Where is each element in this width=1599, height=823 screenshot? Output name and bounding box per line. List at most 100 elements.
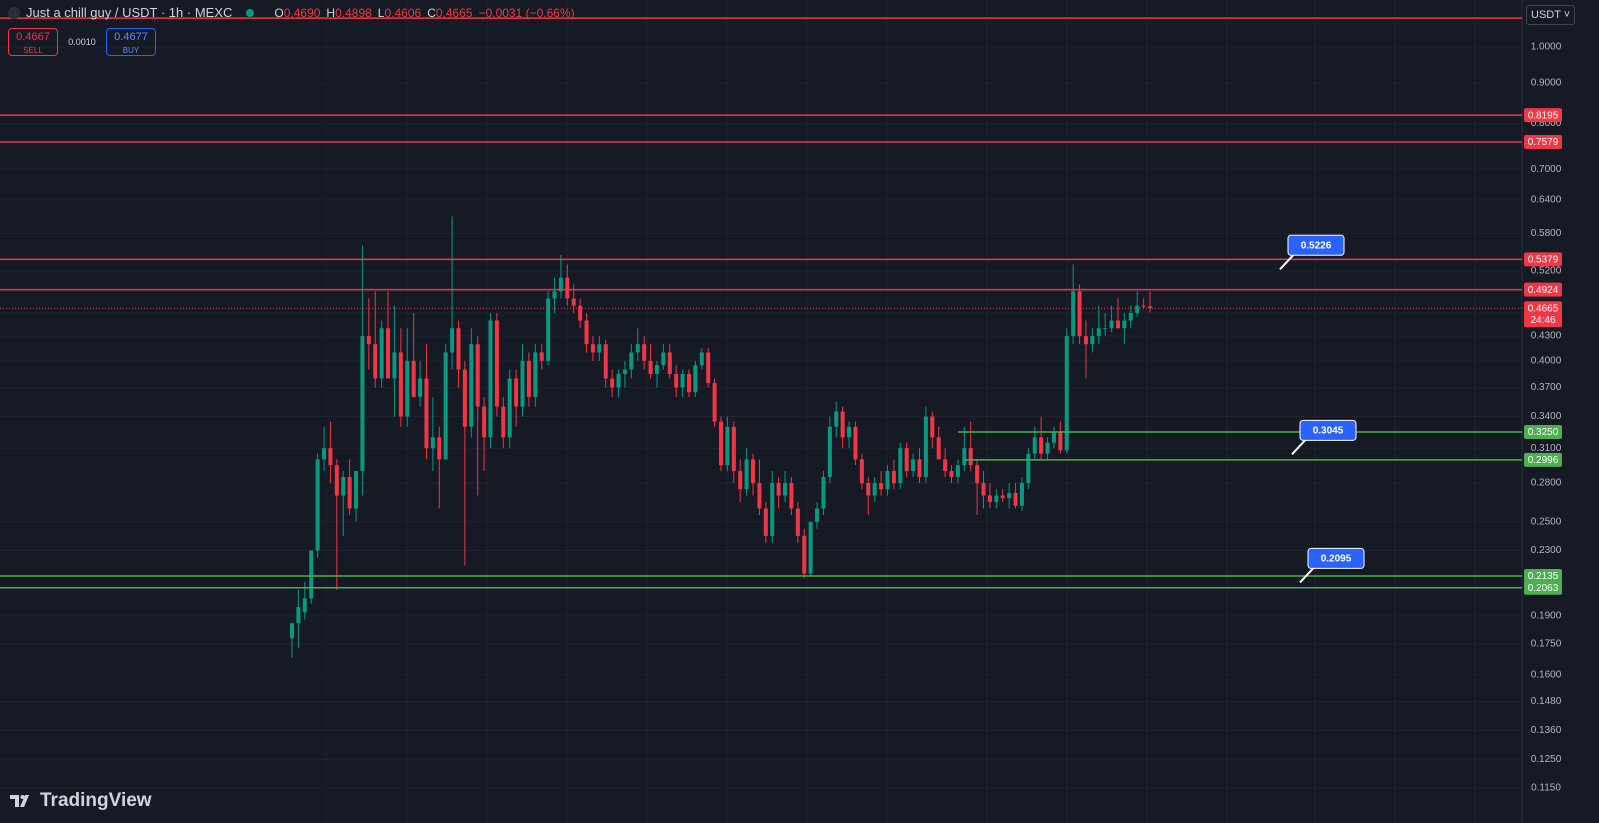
- candle-body: [309, 550, 314, 599]
- level-label-box: [1524, 580, 1562, 595]
- y-tick-label: 0.1750: [1531, 639, 1562, 650]
- candle-body: [450, 328, 455, 353]
- candle-body: [558, 277, 563, 292]
- callout-label: 0.5226: [1301, 240, 1332, 251]
- candle-body: [379, 328, 384, 379]
- candle-body: [584, 320, 589, 345]
- candle-body: [738, 471, 743, 490]
- currency-button[interactable]: USDT ˅: [1526, 5, 1576, 25]
- candle-body: [1026, 453, 1031, 484]
- candle-body: [1135, 305, 1140, 313]
- candle-body: [757, 483, 762, 509]
- level-label: 0.7579: [1528, 137, 1559, 148]
- candle-body: [302, 598, 307, 613]
- candle-body: [520, 360, 525, 407]
- logo: TradingView: [10, 790, 152, 812]
- candle-body: [943, 459, 948, 472]
- candle-body: [539, 352, 544, 361]
- y-tick-label: 0.2300: [1531, 545, 1562, 556]
- symbol[interactable]: Just a chill guy / USDT · 1h · MEXC: [26, 5, 233, 20]
- candle-body: [296, 606, 301, 624]
- candle-body: [1103, 328, 1108, 330]
- candle-body: [334, 465, 339, 496]
- y-tick-label: 0.9000: [1531, 78, 1562, 89]
- candle-body: [507, 378, 512, 438]
- callout-box: [1287, 234, 1345, 256]
- candle-body: [1077, 291, 1082, 337]
- candle-body: [603, 344, 608, 379]
- candle-body: [648, 360, 653, 374]
- candle-body: [834, 411, 839, 427]
- buy-price: 0.4677: [114, 31, 148, 43]
- candle-body: [686, 373, 691, 393]
- candle-body: [616, 373, 621, 388]
- currency: USDT: [1531, 9, 1561, 21]
- y-tick-label: 0.5800: [1531, 228, 1562, 239]
- candle-body: [514, 378, 519, 407]
- countdown: 24:46: [1530, 315, 1555, 326]
- y-tick-label: 0.1600: [1531, 669, 1562, 680]
- candle-body: [917, 459, 922, 477]
- candle-body: [1032, 437, 1037, 454]
- trade-panel: 0.4667 SELL 0.0010 0.4677 BUY: [8, 28, 156, 56]
- candle-body: [821, 476, 826, 509]
- candle-body: [667, 352, 672, 374]
- y-tick-label: 0.1250: [1531, 754, 1562, 765]
- candle-body: [725, 426, 730, 466]
- callout-box: [1307, 547, 1365, 569]
- legend-value: 0.4665: [435, 6, 473, 20]
- candle-body: [411, 360, 416, 397]
- candle-body: [859, 459, 864, 484]
- candle-body: [827, 426, 832, 477]
- candle-body: [731, 426, 736, 472]
- callout-label: 0.2095: [1321, 554, 1352, 565]
- buy-label: BUY: [122, 46, 140, 55]
- level-label-box: [1524, 425, 1562, 440]
- candle-body: [699, 352, 704, 366]
- candle-body: [763, 508, 768, 536]
- candle-body: [904, 448, 909, 472]
- candle-body: [930, 416, 935, 438]
- candle-body: [1083, 336, 1088, 345]
- candle-body: [770, 483, 775, 536]
- candle-body: [398, 352, 403, 417]
- legend-key: O: [274, 6, 284, 20]
- candle-body: [712, 382, 717, 422]
- candle-body: [847, 426, 852, 438]
- candle-body: [936, 437, 941, 460]
- y-tick-label: 0.5200: [1531, 266, 1562, 277]
- candle-body: [789, 483, 794, 509]
- candle-body: [629, 352, 634, 370]
- candle-body: [719, 421, 723, 466]
- sell-label: SELL: [23, 46, 43, 55]
- candle-body: [706, 352, 711, 383]
- candle-body: [526, 360, 531, 397]
- sell-button[interactable]: 0.4667 SELL: [8, 28, 58, 56]
- y-tick-label: 0.4300: [1531, 331, 1562, 342]
- buy-button[interactable]: 0.4677 BUY: [106, 28, 156, 56]
- logo-text: TradingView: [40, 790, 152, 811]
- candle-body: [1019, 483, 1024, 506]
- y-tick-label: 0.2500: [1531, 517, 1562, 528]
- candle-body: [879, 483, 884, 490]
- ohlc-legend: O0.4690 H0.4898 L0.4606 C0.4665: [268, 5, 472, 20]
- candle-body: [1007, 492, 1012, 499]
- callout-pointer: [1291, 438, 1307, 456]
- y-tick-label: 0.3400: [1531, 411, 1562, 422]
- candle-body: [898, 448, 903, 484]
- legend-value: 0.4690: [283, 6, 321, 20]
- candle-body: [494, 320, 499, 407]
- y-tick-label: 0.1900: [1531, 611, 1562, 622]
- candle-body: [885, 471, 890, 490]
- candle-body: [597, 344, 602, 353]
- y-tick-label: 0.1480: [1531, 696, 1562, 707]
- candle-body: [418, 378, 423, 397]
- candle-body: [360, 336, 365, 472]
- candle-body: [693, 365, 698, 393]
- level-label: 0.8195: [1528, 110, 1559, 121]
- candle-body: [315, 459, 320, 551]
- candle-body: [783, 483, 788, 496]
- y-tick-label: 0.3100: [1531, 443, 1562, 454]
- level-label-box: [1524, 252, 1562, 267]
